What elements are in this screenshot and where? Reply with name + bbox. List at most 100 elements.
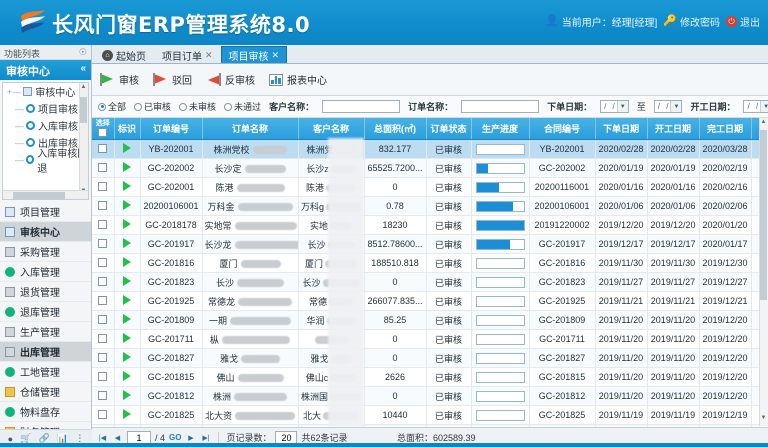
row-checkbox[interactable] xyxy=(98,352,108,362)
grid-column-header-9[interactable]: 下单日期 xyxy=(595,118,648,140)
grid-vertical-scrollbar[interactable]: ▲ ▼ xyxy=(759,118,768,426)
table-row[interactable]: GC-201812 株洲 株洲国 0 已审核 GC-201812 2019/11/20 201… xyxy=(92,386,768,406)
row-select-cell[interactable] xyxy=(92,405,115,425)
row-checkbox[interactable] xyxy=(98,409,108,419)
unapprove-button[interactable]: 反审核 xyxy=(206,72,255,87)
change-password-button[interactable]: 🔑 修改密码 xyxy=(663,14,720,30)
sidebar-item-8[interactable]: 工地管理 xyxy=(0,362,91,382)
tree-scroll-thumb[interactable] xyxy=(80,97,87,123)
grid-column-header-2[interactable]: 订单编号 xyxy=(140,118,203,140)
page-number-input[interactable] xyxy=(127,431,151,444)
table-row[interactable]: GC-201825 北大资 北大 10440 已审核 GC-201825 2019/11/1… xyxy=(92,405,768,425)
row-select-cell[interactable] xyxy=(92,367,115,387)
grid-column-header-10[interactable]: 开工日期 xyxy=(647,118,700,140)
sidebar-item-3[interactable]: 入库管理 xyxy=(0,262,91,282)
sidebar-item-6[interactable]: 生产管理 xyxy=(0,322,91,342)
row-select-cell[interactable] xyxy=(92,329,115,349)
play-triangle-icon[interactable] xyxy=(123,352,131,362)
table-row[interactable]: GC-2018178 实地常 实地 18230 已审核 20191220002 2019/1… xyxy=(92,215,768,235)
row-select-cell[interactable] xyxy=(92,272,115,292)
row-flag-cell[interactable] xyxy=(114,139,141,159)
row-flag-cell[interactable] xyxy=(114,177,141,197)
sidebar-item-5[interactable]: 退库管理 xyxy=(0,302,91,322)
tree-item-3[interactable]: — 出库审核 xyxy=(3,134,88,151)
row-select-cell[interactable] xyxy=(92,196,115,216)
tree-hscroll-thumb[interactable] xyxy=(13,192,65,199)
play-triangle-icon[interactable] xyxy=(123,390,131,400)
grid-column-header-4[interactable]: 客户名称 xyxy=(298,118,365,140)
table-row[interactable]: 20200106001 万科金 万科g 0.78 已审核 20200106001 2020/… xyxy=(92,196,768,216)
table-row[interactable]: GC-201816 厦门 厦门 188510.818 已审核 GC-201816 2019/… xyxy=(92,253,768,273)
table-row[interactable]: GC-201823 长沙 长沙 0 已审核 GC-201823 2019/11/27 2019… xyxy=(92,272,768,292)
tree-vertical-scrollbar[interactable]: ▲ ▼ xyxy=(79,83,88,199)
row-select-cell[interactable] xyxy=(92,310,115,330)
order-name-input[interactable] xyxy=(461,100,540,113)
approve-button[interactable]: 审核 xyxy=(100,72,139,87)
select-all-checkbox[interactable] xyxy=(98,128,108,137)
grid-column-header-8[interactable]: 合同编号 xyxy=(529,118,596,140)
grid-column-header-6[interactable]: 订单状态 xyxy=(426,118,472,140)
play-triangle-icon[interactable] xyxy=(123,219,131,229)
table-row[interactable]: GC-201815 佛山 佛山c 2626 已审核 GC-201815 2019/11/20… xyxy=(92,367,768,387)
calendar-dropdown-icon[interactable]: ▼ xyxy=(670,101,682,112)
tab-1[interactable]: 项目订单 ✕ xyxy=(154,46,221,63)
prev-page-button[interactable]: ◀ xyxy=(114,434,121,442)
row-flag-cell[interactable] xyxy=(114,367,141,387)
row-select-cell[interactable] xyxy=(92,158,115,178)
grid-column-header-7[interactable]: 生产进度 xyxy=(471,118,530,140)
play-triangle-icon[interactable] xyxy=(123,200,131,210)
filter-radio-failed[interactable]: 未通过 xyxy=(224,100,261,113)
row-select-cell[interactable] xyxy=(92,291,115,311)
order-date-to-picker[interactable]: / / ▼ xyxy=(653,100,683,113)
row-checkbox[interactable] xyxy=(98,390,108,400)
sidebar-item-1[interactable]: 审核中心 xyxy=(0,222,91,242)
tree-scroll-up-icon[interactable]: ▲ xyxy=(80,84,87,90)
table-row[interactable]: GC-201809 一期 华润 85.25 已审核 GC-201809 2019/11/20… xyxy=(92,310,768,330)
filter-radio-approved[interactable]: 已审核 xyxy=(134,100,171,113)
row-select-cell[interactable] xyxy=(92,386,115,406)
row-checkbox[interactable] xyxy=(98,238,108,248)
row-select-cell[interactable] xyxy=(92,234,115,254)
play-triangle-icon[interactable] xyxy=(123,371,131,381)
play-triangle-icon[interactable] xyxy=(123,333,131,343)
row-flag-cell[interactable] xyxy=(114,329,141,349)
tree-item-0[interactable]: +— 审核中心 xyxy=(3,83,88,100)
status-dot-icon[interactable]: ● xyxy=(7,433,14,444)
grid-column-header-1[interactable]: 标识 xyxy=(114,118,141,140)
row-checkbox[interactable] xyxy=(98,371,108,381)
sidebar-item-9[interactable]: 仓储管理 xyxy=(0,382,91,402)
close-icon[interactable]: ✕ xyxy=(205,49,213,60)
filter-radio-pending[interactable]: 未审核 xyxy=(179,100,216,113)
start-date-picker[interactable]: / / ▼ xyxy=(743,100,768,113)
tree-item-4[interactable]: — 入库审核回退 xyxy=(3,149,88,175)
play-triangle-icon[interactable] xyxy=(123,162,131,172)
row-checkbox[interactable] xyxy=(98,314,108,324)
collapse-icon[interactable]: « xyxy=(80,63,86,74)
grid-scroll-down-icon[interactable]: ▼ xyxy=(760,415,767,421)
link-icon[interactable]: 🔗 xyxy=(38,433,50,443)
play-triangle-icon[interactable] xyxy=(123,276,131,286)
play-triangle-icon[interactable] xyxy=(123,143,131,153)
row-flag-cell[interactable] xyxy=(114,348,141,368)
reject-button[interactable]: 驳回 xyxy=(153,72,192,87)
calendar-dropdown-icon[interactable]: ▼ xyxy=(616,101,628,112)
chart-icon[interactable]: 📊 xyxy=(56,433,69,443)
table-row[interactable]: GC-201917 长沙龙 长沙 8512.78600... 已审核 GC-201917 2… xyxy=(92,234,768,254)
row-flag-cell[interactable] xyxy=(114,215,141,235)
row-checkbox[interactable] xyxy=(98,200,108,210)
row-select-cell[interactable] xyxy=(92,177,115,197)
filter-radio-all[interactable]: 全部 xyxy=(98,100,126,113)
cart-icon[interactable]: 🛒 xyxy=(20,433,32,443)
row-select-cell[interactable] xyxy=(92,215,115,235)
row-select-cell[interactable] xyxy=(92,253,115,273)
row-flag-cell[interactable] xyxy=(114,253,141,273)
table-row[interactable]: GC-202001 陈港 陈港 0 已审核 20200116001 2020/01/16 20… xyxy=(92,177,768,197)
row-flag-cell[interactable] xyxy=(114,272,141,292)
calendar-dropdown-icon[interactable]: ▼ xyxy=(760,101,768,112)
grid-column-header-11[interactable]: 完工日期 xyxy=(699,118,752,140)
pin-icon[interactable]: ☉ xyxy=(78,47,87,57)
tree-item-1[interactable]: — 项目审核 xyxy=(3,100,88,117)
sidebar-item-4[interactable]: 退货管理 xyxy=(0,282,91,302)
next-page-button[interactable]: ▶ xyxy=(188,434,194,442)
first-page-button[interactable]: |◀ xyxy=(98,434,107,442)
